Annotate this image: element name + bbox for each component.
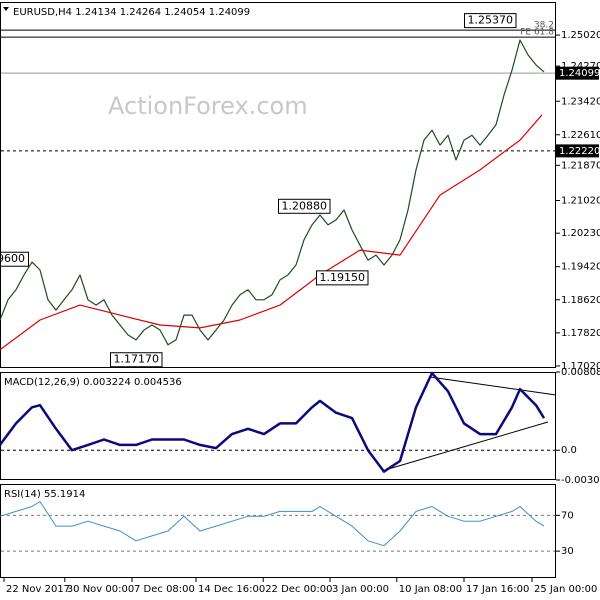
series-line: [0, 501, 545, 547]
y-tick-label: 1.17020: [561, 361, 600, 372]
x-tick-label: 14 Dec 16:00: [198, 584, 265, 595]
level-label: 38.2: [534, 21, 554, 31]
x-tick-label: 25 Jan 00:00: [534, 584, 597, 595]
series-line: [0, 371, 546, 473]
swing-label-box: [316, 270, 369, 286]
swing-label-box: [278, 198, 331, 214]
x-tick-label: 22 Dec 00:00: [265, 584, 332, 595]
x-tick-label: 10 Jan 08:00: [399, 584, 462, 595]
x-tick-label: 7 Dec 08:00: [134, 584, 195, 595]
swing-label: 1.19150: [320, 271, 366, 284]
trend-line: [384, 421, 549, 471]
y-tick-label: 0.0: [561, 445, 577, 456]
y-tick-label: 1.20230: [561, 228, 600, 239]
swing-label: 1.20880: [282, 199, 328, 212]
panel-title: EURUSD,H4 1.24134 1.24264 1.24054 1.2409…: [13, 7, 250, 18]
y-tick-label: 1.23420: [561, 96, 600, 107]
panel-frame: [0, 2, 556, 368]
y-tick-label: 1.18620: [561, 295, 600, 306]
y-tick-label: 1.22610: [561, 130, 600, 141]
y-tick-label: 1.19420: [561, 262, 600, 273]
series-line: [0, 39, 545, 346]
axis-price-box: [556, 66, 599, 80]
y-tick-label: 1.24270: [561, 61, 600, 72]
panel-frame: [0, 372, 556, 480]
y-tick-label: 1.21870: [561, 160, 600, 171]
trend-line: [429, 376, 557, 396]
y-tick-label: -0.003078: [561, 475, 600, 486]
y-tick-label: 1.21020: [561, 196, 600, 207]
level-label: FE 61.8: [520, 28, 554, 38]
panel-frame: [0, 484, 556, 578]
swing-label-box: [0, 251, 29, 267]
x-tick-label: 17 Jan 16:00: [466, 584, 529, 595]
y-tick-label: 1.25020: [561, 30, 600, 41]
series-line: [0, 114, 543, 351]
x-tick-label: 30 Nov 00:00: [67, 584, 134, 595]
panel-title: RSI(14) 55.1914: [4, 489, 85, 500]
axis-price-label: 1.22220: [559, 146, 600, 157]
y-tick-label: 0.00808: [561, 367, 600, 378]
y-tick-label: 30: [561, 546, 574, 557]
swing-label-box: [464, 13, 517, 29]
swing-label-box: [110, 352, 163, 368]
x-tick-label: 22 Nov 2017: [6, 584, 70, 595]
axis-price-box: [556, 144, 599, 158]
y-tick-label: 1.17820: [561, 328, 600, 339]
y-tick-label: 70: [561, 510, 574, 521]
swing-label: 1.25370: [468, 14, 514, 27]
swing-label: 1.17170: [114, 353, 160, 366]
swing-label: 9600: [0, 252, 25, 265]
menu-triangle: [3, 7, 9, 11]
x-tick-label: 3 Jan 00:00: [332, 584, 389, 595]
axis-price-label: 1.24099: [559, 68, 600, 79]
watermark: ActionForex.com: [108, 92, 308, 120]
panel-title: MACD(12,26,9) 0.003224 0.004536: [4, 377, 182, 388]
